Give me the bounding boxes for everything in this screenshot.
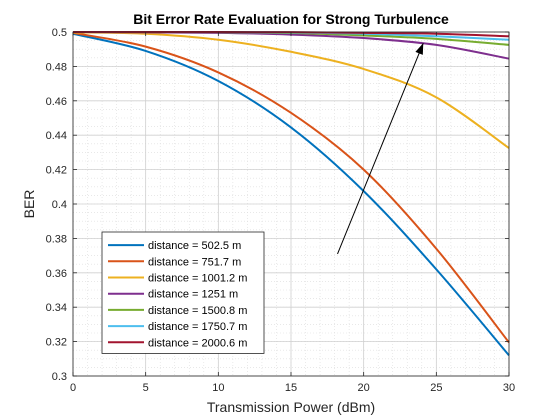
annotation-arrow-line — [337, 42, 424, 255]
legend-label: distance = 1001.2 m — [148, 273, 247, 285]
chart-title: Bit Error Rate Evaluation for Strong Tur… — [133, 11, 449, 27]
axis-ticks — [72, 31, 510, 377]
legend-label: distance = 2000.6 m — [148, 337, 247, 349]
x-tick-label: 0 — [70, 382, 76, 394]
legend-label: distance = 1750.7 m — [148, 321, 247, 333]
y-tick-label: 0.42 — [46, 165, 67, 177]
annotation-layer — [337, 42, 424, 255]
y-tick-label: 0.5 — [52, 27, 67, 39]
series-line — [72, 31, 510, 344]
x-tick-label: 30 — [503, 382, 515, 394]
y-tick-label: 0.3 — [52, 371, 67, 383]
x-tick-label: 5 — [143, 382, 149, 394]
y-tick-label: 0.36 — [46, 268, 67, 280]
legend-label: distance = 1251 m — [148, 289, 238, 301]
x-tick-label: 10 — [212, 382, 224, 394]
y-tick-label: 0.38 — [46, 233, 67, 245]
x-tick-labels: 0 5 10 15 20 25 30 — [70, 382, 515, 394]
y-tick-label: 0.32 — [46, 337, 67, 349]
y-tick-label: 0.46 — [46, 96, 67, 108]
legend-label: distance = 751.7 m — [148, 256, 241, 268]
x-tick-label: 20 — [358, 382, 370, 394]
legend-label: distance = 1500.8 m — [148, 305, 247, 317]
x-tick-label: 15 — [285, 382, 297, 394]
y-tick-label: 0.48 — [46, 61, 67, 73]
legend: distance = 502.5 m distance = 751.7 m dist… — [101, 231, 265, 354]
y-tick-label: 0.44 — [46, 130, 67, 142]
series-line — [72, 32, 510, 357]
annotation-arrow-head — [415, 43, 424, 55]
y-tick-label: 0.34 — [46, 302, 67, 314]
y-tick-label: 0.4 — [52, 199, 67, 211]
y-tick-labels: 0.3 0.32 0.34 0.36 0.38 0.4 0.42 0.44 0.46 0.48 0.… — [46, 27, 67, 383]
x-tick-label: 25 — [430, 382, 442, 394]
legend-label: distance = 502.5 m — [148, 240, 241, 252]
x-axis-label: Transmission Power (dBm) — [207, 399, 375, 415]
y-axis-label: BER — [21, 190, 37, 219]
